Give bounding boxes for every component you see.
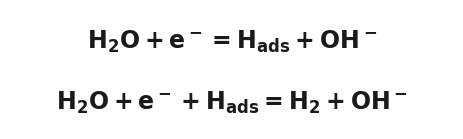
Text: $\bf{H_2O + e^- + H_{ads} = H_2 + OH^-}$: $\bf{H_2O + e^- + H_{ads} = H_2 + OH^-}$ [56, 90, 407, 116]
Text: $\bf{H_2O + e^- = H_{ads} + OH^-}$: $\bf{H_2O + e^- = H_{ads} + OH^-}$ [87, 29, 376, 55]
